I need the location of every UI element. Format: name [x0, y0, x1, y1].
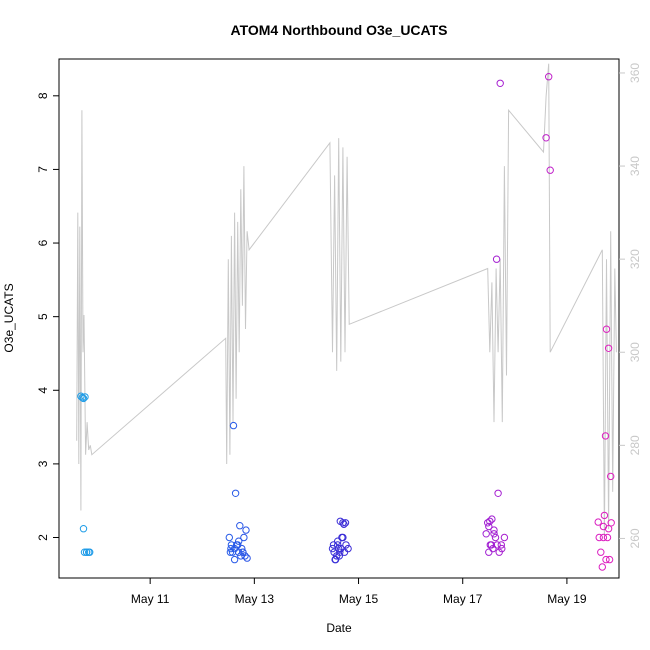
data-point [242, 526, 250, 534]
x-tick-label: May 11 [131, 592, 170, 606]
data-point [597, 548, 605, 556]
data-point [485, 522, 493, 531]
y2-tick-label: 280 [628, 435, 642, 455]
x-tick-label: May 15 [339, 592, 379, 606]
data-point [227, 541, 236, 549]
data-point [330, 548, 338, 556]
data-point [601, 432, 610, 440]
data-point [243, 554, 251, 562]
data-point [331, 555, 339, 564]
data-point [236, 522, 244, 530]
data-point [542, 134, 550, 142]
data-point [490, 530, 498, 538]
y2-tick-label: 340 [628, 156, 642, 176]
y-tick-label: 7 [36, 166, 50, 173]
y-tick-label: 4 [36, 387, 50, 394]
data-point [599, 533, 608, 542]
data-point [489, 544, 497, 553]
data-point [600, 511, 609, 520]
y2-tick-label: 300 [628, 342, 642, 362]
series-line [76, 63, 617, 539]
data-point [81, 393, 89, 401]
data-point [496, 79, 504, 88]
data-point [599, 522, 608, 531]
data-point [225, 533, 234, 542]
data-point [342, 541, 350, 549]
chart-title: ATOM4 Northbound O3e_UCATS [231, 22, 448, 38]
axis-layer: 2 3 4 5 6 7 8 May 11 May 13 May 15 May 17 May 19 260… [36, 63, 642, 606]
data-point [80, 548, 89, 556]
data-point [82, 548, 91, 556]
data-point [237, 552, 245, 560]
data-point [230, 555, 239, 564]
data-point [545, 73, 553, 81]
data-point [486, 517, 494, 525]
data-point [500, 533, 509, 542]
data-point [226, 548, 235, 556]
x-tick-label: May 19 [547, 592, 587, 606]
data-point [334, 537, 342, 545]
data-point [79, 394, 88, 403]
data-point [341, 519, 350, 527]
data-point [231, 489, 240, 497]
data-point [482, 530, 490, 538]
y-tick-label: 2 [36, 534, 50, 541]
data-point [235, 537, 243, 545]
data-point [339, 519, 347, 527]
data-point [607, 519, 615, 527]
y-tick-label: 5 [36, 313, 50, 320]
data-point [492, 255, 501, 263]
data-point [603, 533, 612, 542]
data-point [490, 526, 498, 534]
data-point [229, 421, 238, 430]
data-point [497, 541, 505, 549]
data-point [546, 166, 554, 174]
data-point [604, 344, 613, 352]
data-layer [76, 63, 617, 571]
data-point [602, 555, 610, 564]
data-point [605, 555, 614, 564]
x-tick-label: May 17 [443, 592, 483, 606]
data-point [487, 541, 496, 549]
data-point [86, 548, 94, 556]
x-tick-label: May 13 [235, 592, 275, 606]
y-tick-label: 3 [36, 460, 50, 467]
y2-tick-label: 260 [628, 528, 642, 548]
data-point [329, 541, 338, 549]
y2-tick-label: 360 [628, 63, 642, 83]
data-point [335, 552, 343, 560]
data-point [488, 515, 496, 523]
x-axis-label: Date [326, 621, 352, 635]
data-point [484, 519, 492, 527]
y-axis-label: O3e_UCATS [2, 283, 16, 352]
y-tick-label: 6 [36, 239, 50, 246]
data-point [336, 548, 344, 556]
data-point [335, 544, 343, 553]
data-point [602, 325, 611, 333]
data-point [227, 544, 235, 553]
data-point [238, 544, 246, 553]
data-point [338, 533, 346, 542]
data-point [493, 541, 501, 549]
plot-frame [58, 58, 620, 579]
data-point [594, 518, 602, 526]
data-point [498, 544, 506, 553]
data-point [485, 548, 493, 556]
y2-tick-label: 320 [628, 249, 642, 269]
data-point [240, 533, 248, 542]
data-point [595, 533, 603, 542]
data-point [491, 533, 500, 542]
data-point [79, 525, 88, 533]
data-point [239, 548, 247, 556]
data-point [344, 544, 352, 553]
data-point [494, 489, 502, 497]
data-point [607, 472, 615, 481]
y-tick-label: 8 [36, 92, 50, 99]
data-point [241, 552, 249, 560]
data-point [598, 563, 606, 571]
data-point [340, 520, 348, 528]
